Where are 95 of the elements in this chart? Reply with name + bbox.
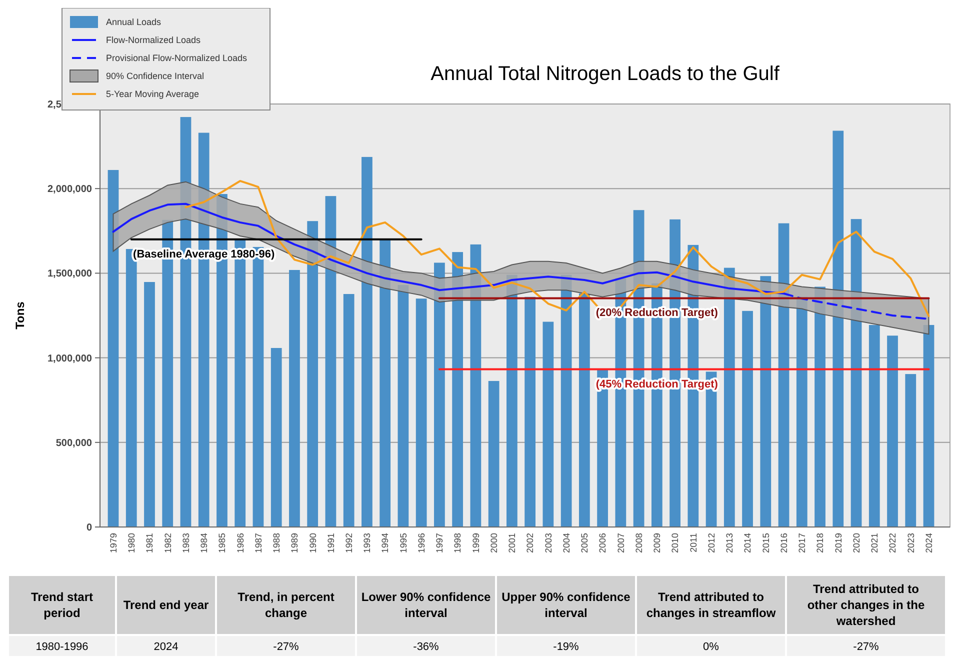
bar: [488, 380, 500, 527]
x-tick-label: 2016: [778, 533, 789, 554]
x-tick-label: 2007: [616, 533, 626, 554]
x-tick-label: 1983: [180, 533, 191, 554]
legend-label: Annual Loads: [106, 17, 162, 28]
text: Trend attributed to changes in streamflow: [646, 590, 776, 620]
text: -27%: [853, 640, 880, 653]
x-tick-label: 2019: [833, 533, 844, 554]
text: Trend, in percent change: [238, 590, 334, 620]
x-tick-label: 1997: [434, 533, 445, 554]
line-series: [184, 180, 930, 318]
x-tick-label: 2021: [870, 533, 880, 554]
x-tick-label: 1999: [470, 533, 481, 554]
text: Lower 90% confidence interval: [361, 590, 492, 620]
x-tick-label: 2013: [724, 533, 735, 554]
bar: [362, 156, 372, 527]
bar: [868, 324, 880, 527]
text: Trend start period: [30, 590, 94, 620]
x-tick-label: 1993: [362, 533, 372, 554]
x-tick-label: 1982: [162, 533, 173, 554]
bar: [270, 348, 282, 527]
x-tick-label: 1998: [452, 533, 463, 554]
bar: [578, 294, 590, 527]
x-tick-label: 2015: [760, 533, 771, 554]
bar: [760, 276, 772, 527]
text: Upper 90% confidence interval: [502, 590, 631, 620]
legend-label: Flow-Normalized Loads: [106, 35, 202, 46]
x-tick-label: 1981: [144, 533, 155, 554]
x-tick-label: 2010: [670, 533, 680, 554]
x-tick-label: 1996: [416, 533, 426, 554]
x-tick-label: 2014: [742, 533, 753, 554]
x-tick-label: 1986: [235, 533, 246, 554]
x-tick-label: 1992: [344, 533, 354, 554]
bar: [289, 270, 300, 527]
bar: [832, 130, 844, 527]
bar: [144, 282, 155, 527]
bar: [380, 240, 391, 527]
text: Trend attributed to other changes in the watershed: [807, 582, 925, 628]
x-tick-label: 2023: [906, 533, 916, 554]
x-tick-label: 1984: [199, 533, 210, 554]
x-tick-label: 2024: [924, 533, 934, 554]
text: 1980-1996: [36, 640, 88, 653]
x-tick-label: 2004: [561, 533, 572, 554]
x-tick-label: 1989: [290, 533, 300, 554]
x-tick-label: 1987: [253, 533, 264, 554]
bar: [343, 294, 354, 527]
y-tick-label: 0: [86, 522, 92, 534]
bar: [416, 298, 427, 527]
x-tick-label: 2001: [507, 533, 518, 554]
text: -27%: [273, 640, 300, 653]
x-tick-label: 1985: [217, 533, 228, 554]
x-tick-label: 2003: [543, 533, 554, 554]
bar: [742, 310, 753, 527]
text: 2024: [154, 640, 178, 653]
bar: [542, 322, 554, 527]
x-tick-label: 1988: [272, 533, 282, 554]
bar: [887, 336, 898, 527]
bar: [923, 324, 934, 527]
x-tick-label: 2008: [634, 533, 644, 554]
bar: [524, 296, 536, 527]
x-tick-label: 2020: [851, 533, 862, 554]
x-tick-label: 2017: [797, 533, 808, 554]
x-tick-label: 1990: [308, 533, 318, 554]
text: Trend end year: [123, 598, 210, 612]
text: -19%: [553, 640, 580, 653]
text: 0%: [703, 640, 720, 653]
legend-label: Provisional Flow-Normalized Loads: [106, 53, 248, 64]
x-tick-label: 2018: [815, 533, 826, 554]
y-tick-label: 1,000,000: [48, 353, 92, 364]
chart-title: Annual Total Nitrogen Loads to the Gulf: [430, 63, 780, 85]
x-tick-label: 1979: [108, 533, 118, 554]
x-tick-label: 1980: [126, 533, 137, 554]
bar: [307, 221, 318, 527]
y-tick-label: 500,000: [56, 438, 92, 449]
bar: [108, 170, 119, 527]
bar: [724, 268, 735, 527]
x-tick-label: 2009: [652, 533, 662, 554]
legend-label: 5-Year Moving Average: [106, 89, 200, 100]
x-tick-label: 1995: [398, 533, 408, 554]
y-tick-label: 2,000,000: [48, 184, 92, 196]
bar: [905, 374, 916, 527]
x-tick-label: 1994: [380, 533, 390, 554]
y-axis-title: Tons: [13, 301, 27, 330]
bar: [452, 252, 464, 527]
x-tick-label: 2005: [580, 533, 590, 554]
x-tick-label: 1991: [326, 533, 336, 554]
x-tick-label: 2011: [688, 533, 698, 552]
legend-label: 90% Confidence Interval: [106, 71, 204, 82]
x-tick-label: 2006: [598, 533, 608, 554]
x-tick-label: 2000: [488, 533, 499, 554]
y-tick-label: 1,500,000: [48, 268, 92, 280]
x-tick-label: 2002: [525, 533, 536, 554]
x-tick-label: 2012: [706, 533, 716, 554]
text: -36%: [413, 640, 440, 653]
x-tick-label: 2022: [888, 533, 898, 554]
